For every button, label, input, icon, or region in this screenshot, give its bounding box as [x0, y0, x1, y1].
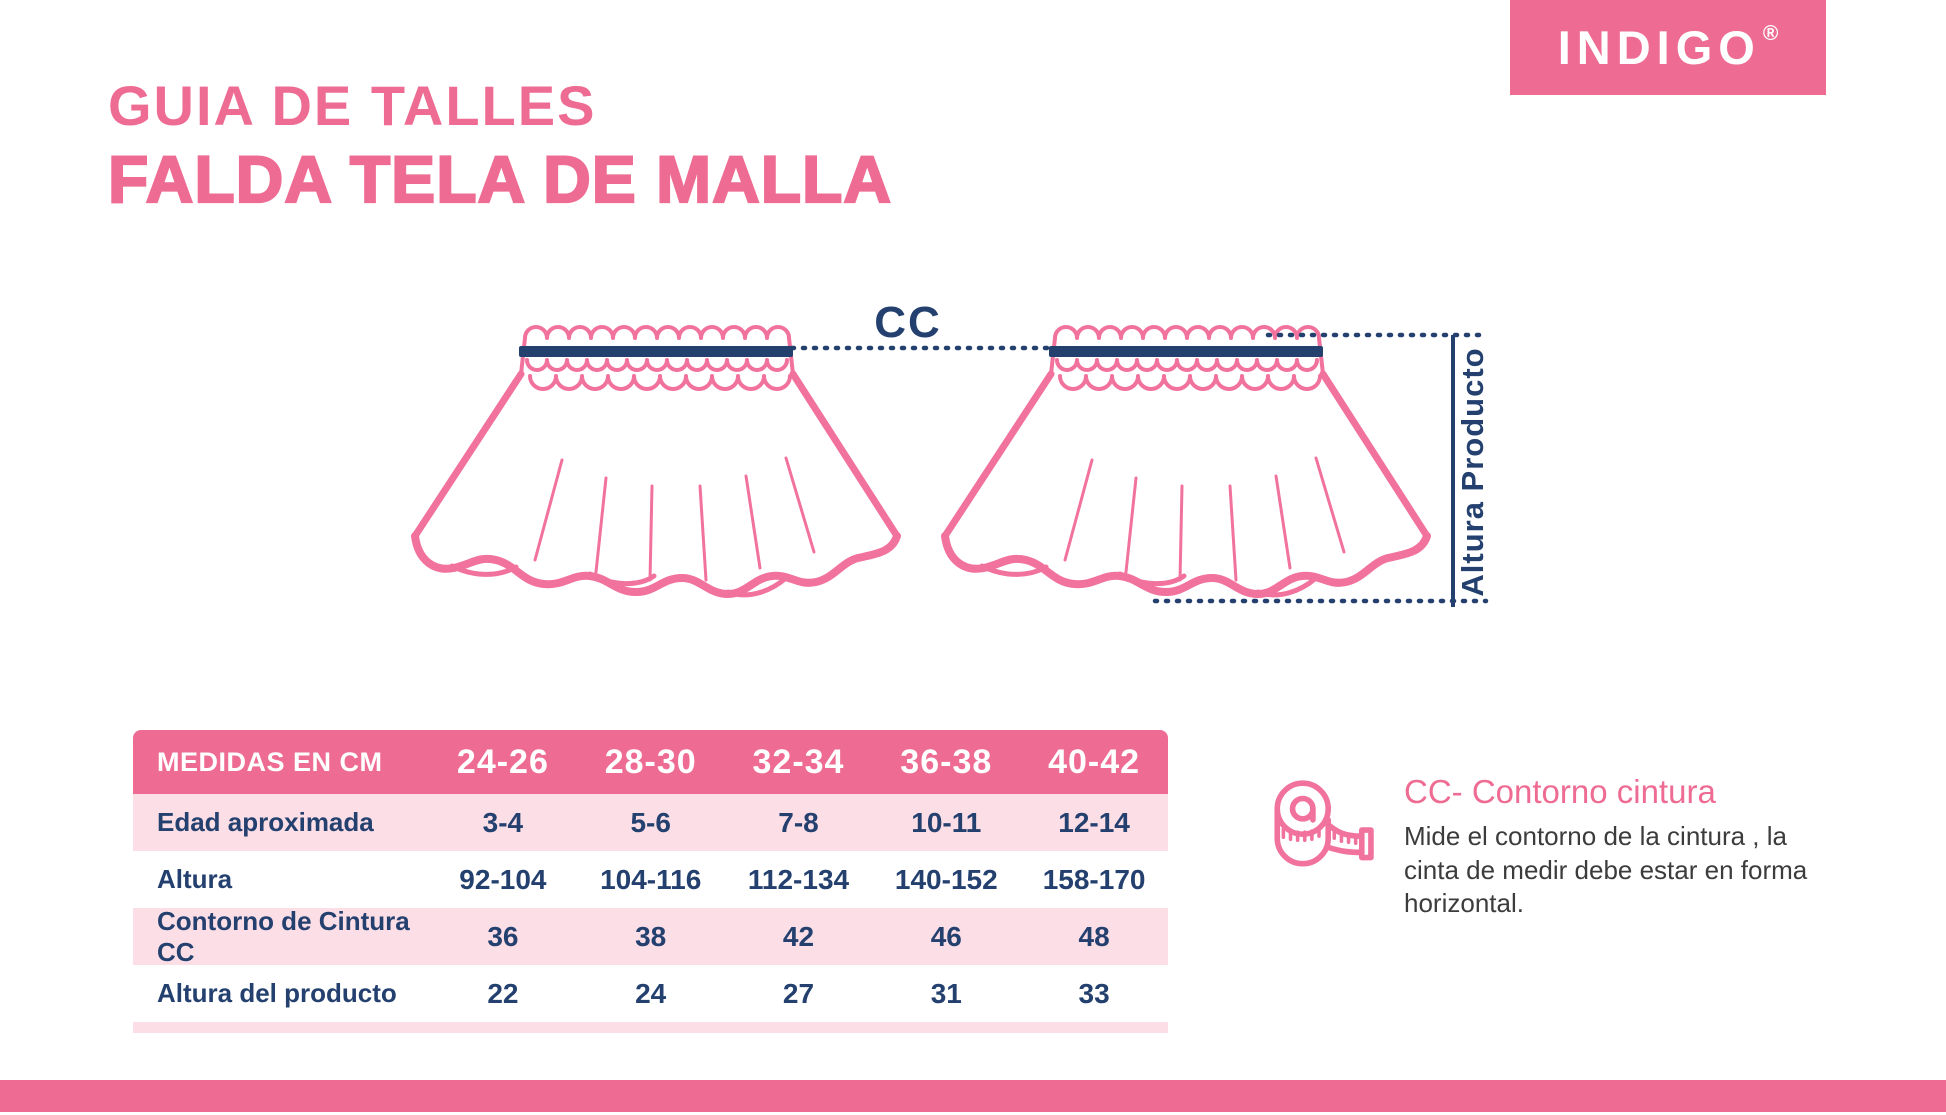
cell-value: 31	[930, 977, 962, 1009]
skirt-measurement-diagram: CC Altura Producto	[380, 298, 1490, 607]
table-bottom-strip	[133, 1022, 1168, 1033]
size-column-header: 40-42	[1048, 742, 1141, 781]
cell-value: 24	[635, 977, 667, 1009]
measurement-note: CC- Contorno cintura Mide el contorno de…	[1262, 768, 1816, 920]
cell-value: 22	[487, 977, 519, 1009]
skirt-illustration-right	[945, 327, 1427, 595]
table-row-edad: Edad aproximada 3-4 5-6 7-8 10-11 12-14	[133, 794, 1168, 851]
cell-value: 104-116	[600, 863, 702, 895]
cc-measure-label: CC	[874, 298, 942, 347]
table-row-altura: Altura 92-104 104-116 112-134 140-152 15…	[133, 851, 1168, 908]
size-table-header-row: MEDIDAS EN CM 24-26 28-30 32-34 36-38 40…	[133, 730, 1168, 794]
cell-value: 12-14	[1058, 806, 1130, 838]
note-text-block: CC- Contorno cintura Mide el contorno de…	[1404, 768, 1816, 920]
cell-value: 5-6	[630, 806, 671, 838]
size-column-header: 32-34	[752, 742, 845, 781]
altura-producto-label: Altura Producto	[1455, 347, 1490, 596]
cell-value: 92-104	[459, 863, 547, 895]
size-column-header: 36-38	[900, 742, 993, 781]
row-label: Contorno de Cintura CC	[157, 905, 410, 967]
cell-value: 48	[1078, 920, 1110, 952]
brand-logo: INDIGO ®	[1510, 0, 1826, 95]
registered-mark-icon: ®	[1762, 21, 1779, 45]
size-column-header: 28-30	[604, 742, 697, 781]
measuring-tape-icon	[1274, 780, 1374, 867]
size-table: MEDIDAS EN CM 24-26 28-30 32-34 36-38 40…	[133, 730, 1168, 1033]
cell-value: 46	[930, 920, 962, 952]
cell-value: 3-4	[482, 806, 524, 838]
cell-value: 112-134	[747, 863, 850, 895]
cell-value: 42	[782, 920, 815, 952]
guide-subtitle: GUIA DE TALLES	[108, 74, 597, 137]
note-title: CC- Contorno cintura	[1404, 773, 1716, 810]
cell-value: 140-152	[894, 863, 998, 895]
size-column-header: 24-26	[456, 742, 549, 781]
row-label: Altura	[157, 864, 233, 894]
cell-value: 38	[635, 920, 667, 952]
cell-value: 27	[782, 977, 815, 1009]
brand-logo-text: INDIGO	[1557, 21, 1761, 74]
note-body: Mide el contorno de la cintura , la cint…	[1404, 821, 1808, 918]
skirt-illustration-left	[415, 327, 897, 595]
table-header-label: MEDIDAS EN CM	[157, 746, 383, 777]
cell-value: 36	[487, 920, 519, 952]
footer-bar	[0, 1080, 1946, 1112]
row-label: Edad aproximada	[157, 807, 374, 837]
table-row-altura-producto: Altura del producto 22 24 27 31 33	[133, 965, 1168, 1022]
cell-value: 7-8	[778, 806, 819, 838]
row-label: Altura del producto	[157, 978, 397, 1008]
cell-value: 33	[1078, 977, 1110, 1009]
cell-value: 158-170	[1042, 863, 1146, 895]
cell-value: 10-11	[911, 806, 982, 838]
product-title: FALDA TELA DE MALLA	[107, 142, 893, 216]
table-row-contorno-cintura: Contorno de Cintura CC 36 38 42 46 48	[133, 905, 1168, 967]
